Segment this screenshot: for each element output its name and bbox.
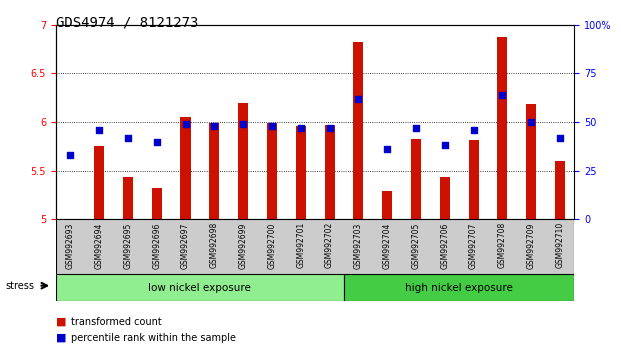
Point: [152, 139, 161, 144]
Bar: [123, 177, 133, 219]
Text: high nickel exposure: high nickel exposure: [406, 282, 513, 293]
Point: [526, 119, 536, 125]
Text: GSM992693: GSM992693: [66, 222, 75, 269]
Bar: [440, 177, 450, 219]
Text: GSM992709: GSM992709: [527, 222, 536, 269]
Point: [65, 152, 75, 158]
Bar: [353, 42, 363, 219]
Point: [469, 127, 479, 133]
Text: GSM992708: GSM992708: [498, 222, 507, 268]
Text: GSM992695: GSM992695: [124, 222, 132, 269]
Bar: [497, 38, 507, 219]
Bar: [209, 123, 219, 219]
Bar: [344, 274, 574, 301]
Text: GSM992704: GSM992704: [383, 222, 392, 269]
Point: [440, 143, 450, 148]
Bar: [56, 274, 344, 301]
Text: GSM992696: GSM992696: [152, 222, 161, 269]
Text: GDS4974 / 8121273: GDS4974 / 8121273: [56, 16, 198, 30]
Text: GSM992697: GSM992697: [181, 222, 190, 269]
Point: [382, 147, 392, 152]
Point: [296, 125, 306, 131]
Bar: [267, 123, 277, 219]
Text: GSM992702: GSM992702: [325, 222, 334, 268]
Point: [181, 121, 191, 127]
Point: [497, 92, 507, 98]
Bar: [181, 117, 191, 219]
Bar: [382, 191, 392, 219]
Text: GSM992701: GSM992701: [296, 222, 306, 268]
Point: [555, 135, 565, 141]
Text: low nickel exposure: low nickel exposure: [148, 282, 252, 293]
Bar: [94, 147, 104, 219]
Bar: [152, 188, 161, 219]
Bar: [526, 104, 537, 219]
Text: percentile rank within the sample: percentile rank within the sample: [71, 333, 237, 343]
Point: [325, 125, 335, 131]
Text: ■: ■: [56, 317, 66, 327]
Text: ■: ■: [56, 333, 66, 343]
Text: GSM992710: GSM992710: [556, 222, 564, 268]
Text: GSM992699: GSM992699: [238, 222, 248, 269]
Point: [267, 123, 277, 129]
Point: [209, 123, 219, 129]
Text: transformed count: transformed count: [71, 317, 162, 327]
Point: [238, 121, 248, 127]
Bar: [65, 218, 75, 219]
Bar: [411, 139, 421, 219]
Text: stress: stress: [5, 281, 34, 291]
Point: [123, 135, 133, 141]
Point: [94, 127, 104, 133]
Bar: [469, 139, 479, 219]
Text: GSM992707: GSM992707: [469, 222, 478, 269]
Text: GSM992700: GSM992700: [268, 222, 276, 269]
Bar: [555, 161, 565, 219]
Text: GSM992703: GSM992703: [354, 222, 363, 269]
Text: GSM992698: GSM992698: [210, 222, 219, 268]
Point: [353, 96, 363, 102]
Bar: [238, 103, 248, 219]
Text: GSM992706: GSM992706: [440, 222, 449, 269]
Bar: [296, 126, 306, 219]
Text: GSM992694: GSM992694: [94, 222, 104, 269]
Point: [411, 125, 421, 131]
Text: GSM992705: GSM992705: [412, 222, 420, 269]
Bar: [325, 125, 335, 219]
